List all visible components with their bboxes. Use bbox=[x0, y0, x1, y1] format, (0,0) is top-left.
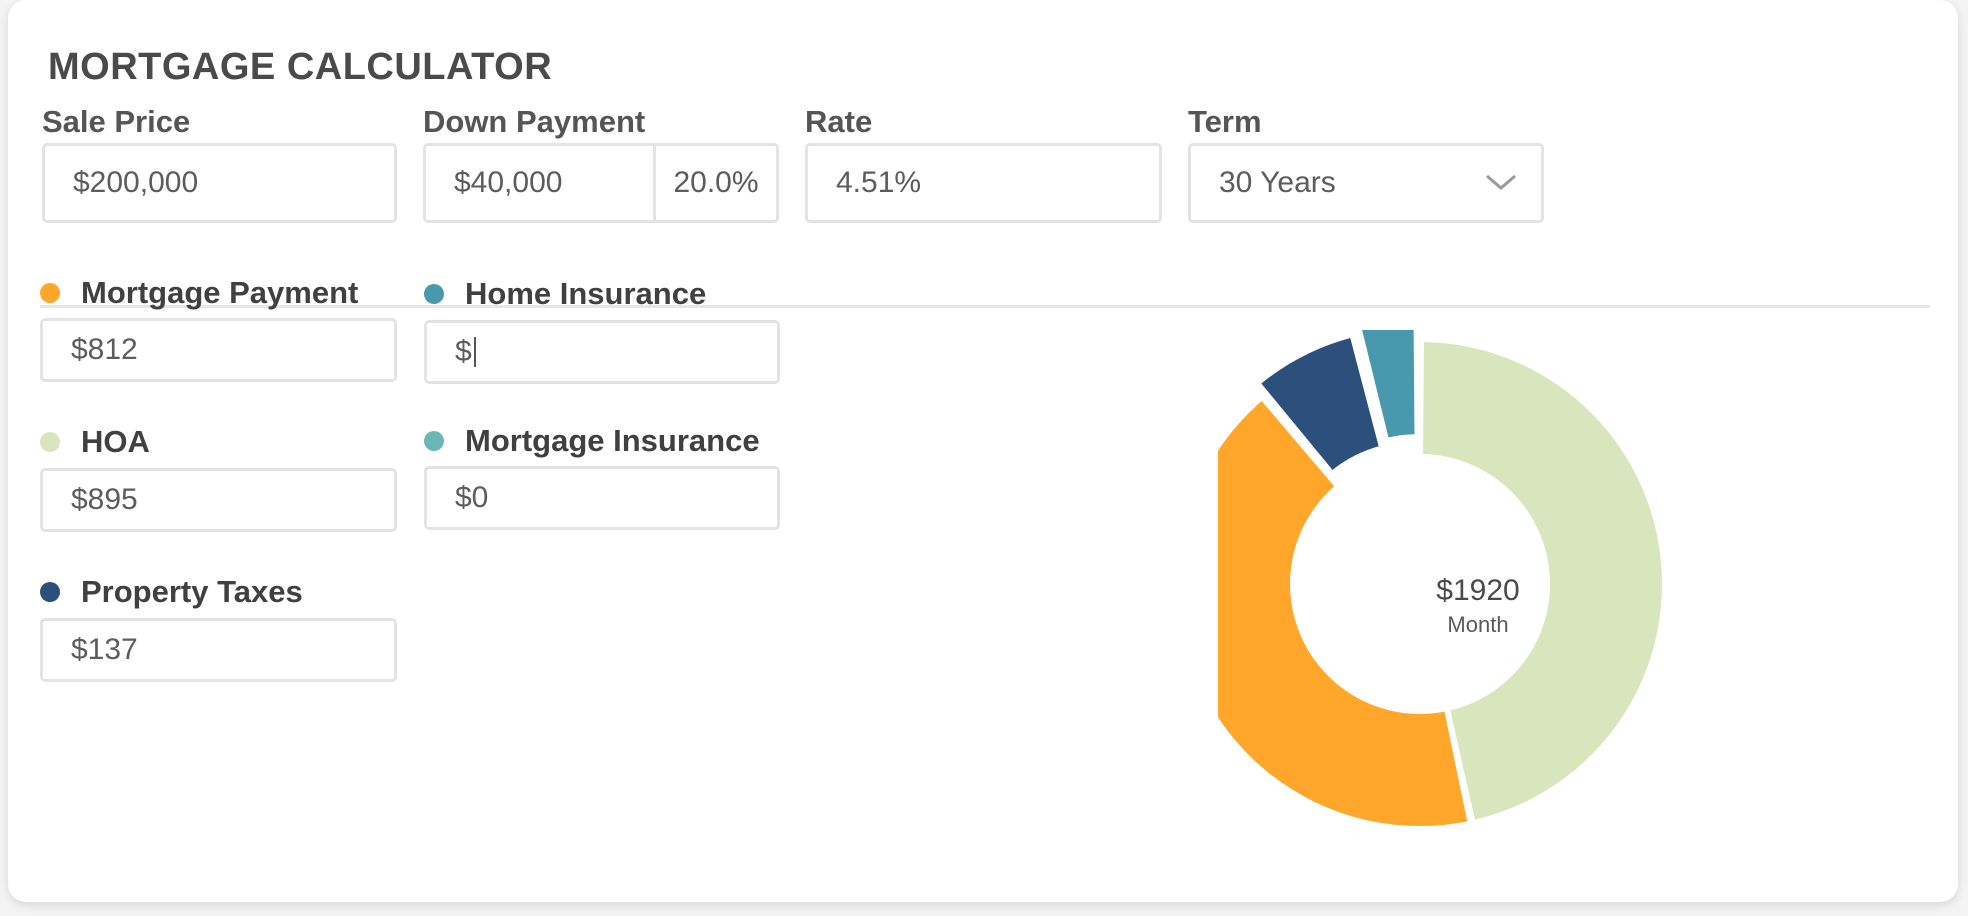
down-payment-percent-input[interactable]: 20.0% bbox=[673, 166, 759, 199]
term-label: Term bbox=[1188, 104, 1262, 139]
hoa-input[interactable]: $895 bbox=[40, 468, 397, 532]
monthly-total: $1920 bbox=[1436, 574, 1520, 607]
term-selected-value: 30 Years bbox=[1219, 166, 1336, 199]
sale-price-input[interactable]: $200,000 bbox=[42, 143, 397, 223]
property-taxes-label: Property Taxes bbox=[40, 574, 303, 610]
hoa-label: HOA bbox=[40, 424, 150, 460]
property-taxes-input[interactable]: $137 bbox=[40, 618, 397, 682]
hoa-label-text: HOA bbox=[81, 424, 150, 459]
legend-dot-icon bbox=[40, 432, 60, 452]
chevron-down-icon bbox=[1486, 174, 1516, 190]
property-taxes-label-text: Property Taxes bbox=[81, 574, 303, 609]
mortgage-payment-input[interactable]: $812 bbox=[40, 318, 397, 382]
page-title: MORTGAGE CALCULATOR bbox=[48, 46, 553, 88]
sale-price-label: Sale Price bbox=[42, 104, 191, 139]
legend-dot-icon bbox=[40, 582, 60, 602]
rate-label: Rate bbox=[805, 104, 873, 139]
legend-dot-icon bbox=[40, 283, 60, 303]
home-insurance-label: Home Insurance bbox=[424, 276, 706, 312]
mortgage-payment-label-text: Mortgage Payment bbox=[81, 275, 359, 310]
mortgage-insurance-input[interactable]: $0 bbox=[424, 466, 780, 530]
donut-slice-mortgage-payment[interactable] bbox=[1218, 395, 1472, 830]
legend-dot-icon bbox=[424, 284, 444, 304]
mortgage-calculator-card: MORTGAGE CALCULATOR Sale Price $200,000 … bbox=[8, 0, 1958, 902]
term-select[interactable]: 30 Years bbox=[1188, 143, 1544, 223]
mortgage-insurance-label: Mortgage Insurance bbox=[424, 423, 760, 459]
donut-slice-property-taxes[interactable] bbox=[1255, 333, 1384, 476]
monthly-total-unit: Month bbox=[1447, 612, 1509, 637]
home-insurance-value: $ bbox=[455, 335, 472, 368]
section-divider bbox=[40, 305, 1930, 308]
down-payment-input[interactable]: $40,000 bbox=[426, 146, 656, 220]
donut-slice-home-insurance[interactable] bbox=[1357, 330, 1419, 443]
donut-slice-hoa[interactable] bbox=[1419, 337, 1666, 825]
mortgage-payment-label: Mortgage Payment bbox=[40, 275, 358, 311]
legend-dot-icon bbox=[424, 431, 444, 451]
home-insurance-label-text: Home Insurance bbox=[465, 276, 707, 311]
mortgage-insurance-label-text: Mortgage Insurance bbox=[465, 423, 760, 458]
down-payment-label: Down Payment bbox=[423, 104, 646, 139]
home-insurance-input[interactable]: $ bbox=[424, 320, 780, 384]
text-cursor bbox=[473, 337, 476, 367]
rate-input[interactable]: 4.51% bbox=[805, 143, 1162, 223]
down-payment-group: $40,000 20.0% bbox=[423, 143, 779, 223]
payment-donut-chart bbox=[1218, 330, 1666, 830]
